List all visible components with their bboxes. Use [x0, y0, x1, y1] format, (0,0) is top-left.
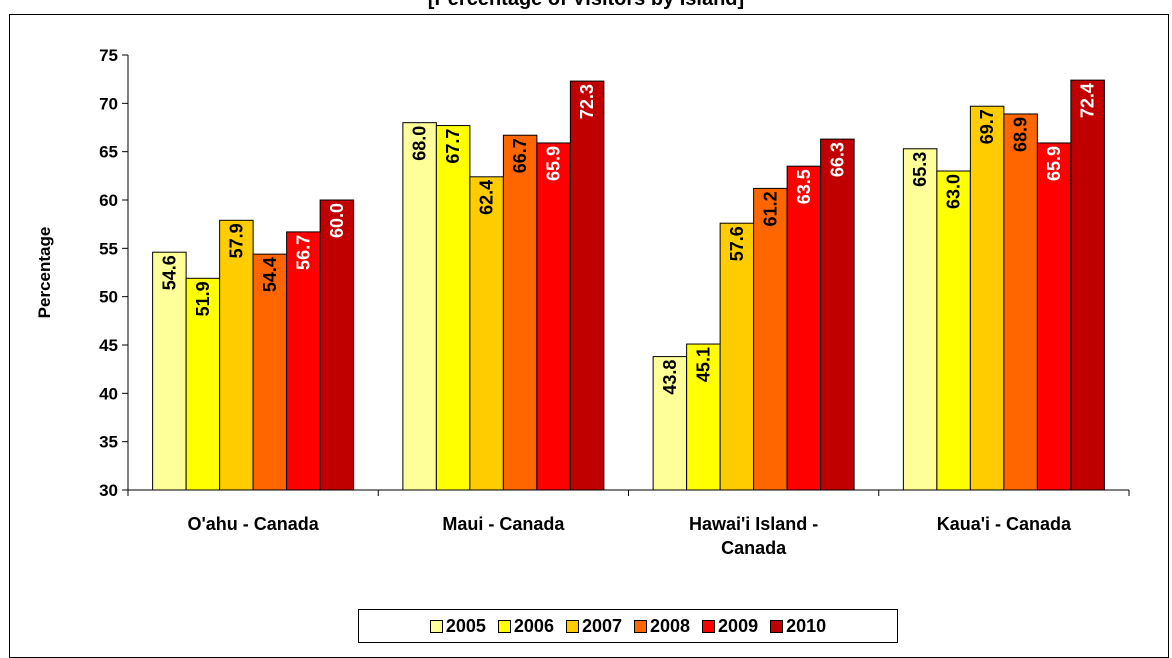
- x-category-label: Hawai'i Island -: [689, 514, 818, 534]
- legend-item: 2008: [634, 616, 690, 637]
- data-label: 68.0: [410, 126, 430, 161]
- x-category-label: Canada: [721, 538, 787, 558]
- legend-label: 2007: [581, 615, 622, 636]
- legend-label: 2010: [786, 615, 827, 636]
- x-category-label: Maui - Canada: [442, 514, 565, 534]
- x-category-label: O'ahu - Canada: [187, 514, 319, 534]
- data-label: 65.9: [544, 146, 564, 181]
- bar: [319, 199, 355, 491]
- bar: [185, 277, 221, 491]
- y-tick-label: 40: [99, 384, 118, 403]
- data-label: 43.8: [660, 360, 680, 395]
- data-label: 65.9: [1044, 146, 1064, 181]
- legend-label: 2008: [650, 615, 691, 636]
- data-label: 57.6: [727, 226, 747, 261]
- legend-swatch: [770, 619, 784, 633]
- x-category-label: Kaua'i - Canada: [937, 514, 1072, 534]
- y-tick-label: 30: [99, 481, 118, 500]
- bar: [469, 176, 504, 491]
- bar: [1036, 142, 1072, 491]
- data-label: 66.3: [827, 142, 847, 177]
- legend-swatch: [634, 619, 647, 633]
- legend-item: 2010: [770, 616, 826, 637]
- legend-label: 2006: [513, 615, 554, 636]
- legend-swatch: [565, 619, 579, 633]
- chart-title: [Percentage of Visitors by Island]: [0, 0, 1172, 11]
- legend-item: 2006: [497, 615, 554, 637]
- bar: [536, 142, 571, 491]
- data-label: 45.1: [693, 347, 713, 382]
- bar: [820, 138, 855, 491]
- legend-label: 2009: [718, 615, 759, 636]
- bar: [1003, 113, 1038, 491]
- y-tick-label: 70: [99, 94, 118, 113]
- legend-label: 2005: [445, 615, 486, 636]
- bar: [152, 251, 187, 491]
- bar: [286, 231, 321, 491]
- legend-item: 2007: [565, 615, 622, 637]
- data-label: 56.7: [293, 235, 313, 270]
- data-label: 54.6: [159, 255, 179, 290]
- data-label: 67.7: [443, 129, 463, 164]
- legend-swatch: [497, 619, 511, 633]
- data-label: 61.2: [760, 191, 780, 226]
- y-tick-label: 50: [99, 288, 118, 307]
- legend: 2005 2006 2007 2008 2009 2010: [358, 609, 898, 643]
- data-label: 57.9: [226, 223, 246, 258]
- bar: [252, 253, 288, 491]
- bar: [969, 105, 1005, 491]
- legend-swatch: [702, 619, 716, 633]
- data-label: 72.4: [1078, 83, 1098, 118]
- data-label: 65.3: [910, 152, 930, 187]
- y-tick-label: 55: [99, 239, 118, 258]
- y-tick-label: 60: [99, 191, 118, 210]
- legend-item: 2005: [429, 615, 486, 637]
- bar: [435, 125, 471, 491]
- legend-item: 2009: [702, 616, 758, 637]
- data-label: 51.9: [193, 281, 213, 316]
- bar: [652, 356, 688, 491]
- y-tick-label: 45: [99, 336, 118, 355]
- data-label: 63.5: [794, 169, 814, 204]
- bar: [936, 170, 971, 491]
- bar: [502, 134, 538, 491]
- data-label: 54.4: [260, 257, 280, 292]
- bar: [219, 219, 254, 491]
- bar: [402, 122, 437, 491]
- y-tick-label: 65: [99, 143, 118, 162]
- data-label: 60.0: [327, 203, 347, 238]
- y-tick-label: 75: [99, 46, 118, 65]
- bar: [719, 222, 755, 491]
- y-tick-label: 35: [99, 433, 118, 452]
- data-label: 68.9: [1011, 117, 1031, 152]
- bar: [1070, 79, 1105, 491]
- y-axis-label: Percentage: [35, 227, 54, 319]
- bar: [753, 187, 788, 491]
- data-label: 69.7: [977, 109, 997, 144]
- data-label: 62.4: [477, 180, 497, 215]
- bar: [786, 165, 822, 491]
- data-label: 66.7: [510, 138, 530, 173]
- bar: [902, 148, 938, 491]
- bar: [569, 80, 605, 491]
- data-label: 72.3: [577, 84, 597, 119]
- data-label: 63.0: [944, 174, 964, 209]
- legend-swatch: [429, 619, 443, 633]
